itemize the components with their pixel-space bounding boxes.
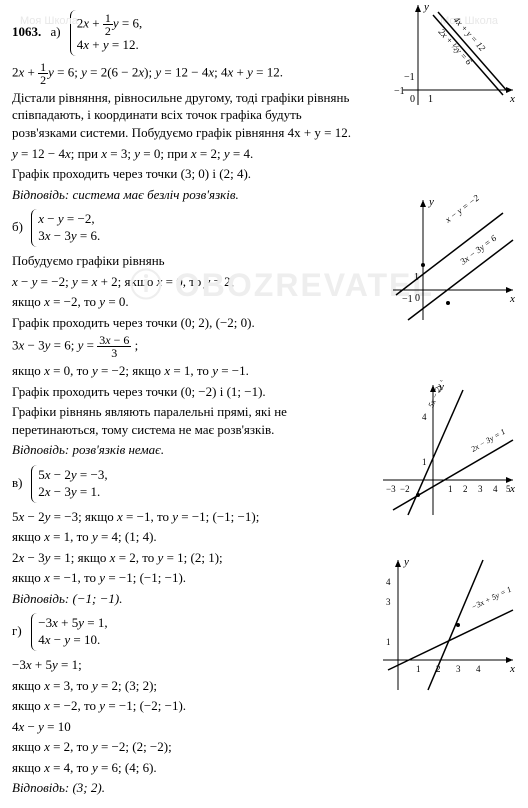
svg-text:x: x xyxy=(509,293,515,305)
part-b-label: б) xyxy=(12,219,28,235)
text: −3x + 5y = 1; xyxy=(12,656,352,674)
answer-c: Відповідь: (−1; −1). xyxy=(12,590,352,608)
svg-text:x: x xyxy=(509,663,515,675)
text: якщо x = 4, то y = 6; (4; 6). xyxy=(12,759,352,777)
text: Графік проходить через точки (3; 0) і (2… xyxy=(12,165,352,183)
text: якщо x = 0, то y = −2; якщо x = 1, то y … xyxy=(12,362,352,380)
svg-text:1: 1 xyxy=(386,637,391,647)
system-d: −3x + 5y = 1, 4x − y = 10. xyxy=(31,613,111,651)
svg-text:−1: −1 xyxy=(402,294,413,305)
text: якщо x = 2, то y = −2; (2; −2); xyxy=(12,738,352,756)
text: якщо x = −1, то y = −1; (−1; −1). xyxy=(12,569,352,587)
text: якщо x = 1, то y = 4; (1; 4). xyxy=(12,528,352,546)
system-b: x − y = −2, 3x − 3y = 6. xyxy=(31,209,104,247)
text: якщо x = 3, то y = 2; (3; 2); xyxy=(12,677,352,695)
part-c-label: в) xyxy=(12,475,28,491)
svg-text:y: y xyxy=(428,196,434,208)
text: y = 12 − 4x; при x = 3; y = 0; при x = 2… xyxy=(12,145,352,163)
svg-text:5: 5 xyxy=(506,484,511,494)
part-a-label: а) xyxy=(51,24,67,40)
svg-text:x − y = −2: x − y = −2 xyxy=(442,195,481,225)
svg-text:4: 4 xyxy=(493,484,498,494)
svg-text:1: 1 xyxy=(428,94,433,105)
svg-text:−1: −1 xyxy=(394,86,405,97)
graph-a: xy −101 −1 4x + y = 12 2x + ½y = 6 xyxy=(388,0,518,110)
svg-text:y: y xyxy=(423,1,429,13)
text: якщо x = −2, то y = 0. xyxy=(12,293,352,311)
svg-text:4: 4 xyxy=(476,664,481,674)
svg-text:1: 1 xyxy=(448,484,453,494)
svg-text:0: 0 xyxy=(415,293,420,304)
text: 2x + 12y = 6; y = 2(6 − 2x); y = 12 − 4x… xyxy=(12,61,352,86)
svg-text:y: y xyxy=(403,556,409,568)
svg-text:−3: −3 xyxy=(386,484,396,494)
answer-a: Відповідь: система має безліч розв'язків… xyxy=(12,186,352,204)
part-d-label: г) xyxy=(12,623,28,639)
answer-b: Відповідь: розв'язків немає. xyxy=(12,441,352,459)
text: Побудуємо графіки рівнянь xyxy=(12,252,352,270)
svg-text:0: 0 xyxy=(410,94,415,105)
svg-text:3: 3 xyxy=(478,484,483,494)
text: x − y = −2; y = x + 2; якщо x = 0, то y … xyxy=(12,273,352,291)
graph-d: xy 1234 134 −3x + 5y = 1 xyxy=(378,555,518,695)
text: 2x − 3y = 1; якщо x = 2, то y = 1; (2; 1… xyxy=(12,549,352,567)
svg-text:2x − 3y = 1: 2x − 3y = 1 xyxy=(470,427,507,454)
text: Графіки рівнянь являють паралельні прямі… xyxy=(12,403,352,438)
svg-text:−3x + 5y = 1: −3x + 5y = 1 xyxy=(470,585,513,612)
svg-text:3x − 3y = 6: 3x − 3y = 6 xyxy=(457,233,498,268)
svg-text:1: 1 xyxy=(422,457,427,467)
text: Графік проходить через точки (0; −2) і (… xyxy=(12,383,352,401)
svg-text:−2: −2 xyxy=(400,484,410,494)
svg-text:−1: −1 xyxy=(404,72,415,83)
text: 5x − 2y = −3; якщо x = −1, то y = −1; (−… xyxy=(12,508,352,526)
svg-text:2: 2 xyxy=(463,484,468,494)
text: Графік проходить через точки (0; 2), (−2… xyxy=(12,314,352,332)
svg-text:x: x xyxy=(509,93,515,105)
svg-text:3: 3 xyxy=(456,664,461,674)
svg-text:3: 3 xyxy=(386,597,391,607)
system-c: 5x − 2y = −3, 2x − 3y = 1. xyxy=(31,465,111,503)
svg-text:4: 4 xyxy=(422,412,427,422)
svg-text:4: 4 xyxy=(386,577,391,587)
system-a: 2x + 12y = 6, 4x + y = 12. xyxy=(70,10,147,56)
answer-d: Відповідь: (3; 2). xyxy=(12,779,352,797)
svg-text:1: 1 xyxy=(416,664,421,674)
graph-b: xy −101 x − y = −2 3x − 3y = 6 xyxy=(388,195,518,325)
text: Дістали рівняння, рівносильне другому, т… xyxy=(12,89,352,142)
text: 3x − 3y = 6; y = 3x − 63 ; xyxy=(12,334,352,359)
problem-number: 1063. xyxy=(12,24,41,40)
text: 4x − y = 10 xyxy=(12,718,352,736)
svg-text:5x − 2y = −3: 5x − 2y = −3 xyxy=(427,380,452,409)
graph-c: xy −3−21 2345 14 5x − 2y = −3 2x − 3y = … xyxy=(378,380,518,520)
text: якщо x = −2, то y = −1; (−2; −1). xyxy=(12,697,352,715)
